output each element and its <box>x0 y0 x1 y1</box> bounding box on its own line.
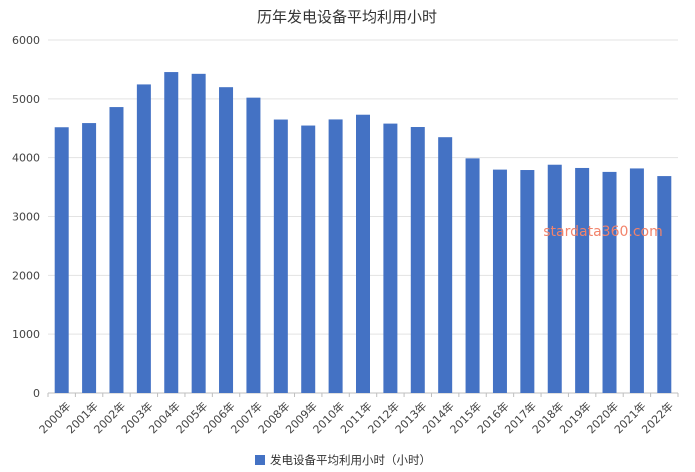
y-tick-label: 5000 <box>12 93 40 106</box>
bar[interactable] <box>219 87 234 394</box>
y-tick-label: 6000 <box>12 34 40 47</box>
bar[interactable] <box>520 170 535 393</box>
legend-label: 发电设备平均利用小时（小时） <box>270 453 431 467</box>
bar[interactable] <box>273 119 288 393</box>
bar[interactable] <box>136 84 151 394</box>
bar[interactable] <box>547 164 562 393</box>
bar[interactable] <box>246 97 261 393</box>
bar[interactable] <box>602 171 617 393</box>
bar[interactable] <box>191 73 206 394</box>
bar-series <box>54 72 672 394</box>
legend[interactable]: 发电设备平均利用小时（小时） <box>255 453 431 467</box>
y-axis: 0 1000 2000 3000 4000 5000 6000 <box>12 34 40 400</box>
bar[interactable] <box>164 72 179 394</box>
y-tick-label: 2000 <box>12 269 40 282</box>
legend-swatch <box>255 455 265 465</box>
bar[interactable] <box>54 127 69 394</box>
x-axis: 2000年2001年2002年2003年2004年2005年2006年2007年… <box>36 393 679 436</box>
watermark: stardata360.com <box>543 224 662 240</box>
bar[interactable] <box>657 176 672 393</box>
bar[interactable] <box>438 137 453 393</box>
chart-title: 历年发电设备平均利用小时 <box>257 8 437 26</box>
bar[interactable] <box>410 127 425 394</box>
y-tick-label: 0 <box>33 387 40 400</box>
y-tick-label: 1000 <box>12 328 40 341</box>
bar[interactable] <box>328 119 343 394</box>
bar[interactable] <box>82 123 97 394</box>
bar[interactable] <box>356 114 370 394</box>
bar[interactable] <box>492 169 507 393</box>
bar[interactable] <box>575 167 590 393</box>
y-tick-label: 3000 <box>12 211 40 224</box>
bar[interactable] <box>465 158 480 393</box>
y-tick-label: 4000 <box>12 152 40 165</box>
bar[interactable] <box>383 123 398 393</box>
bar[interactable] <box>109 107 124 393</box>
bar[interactable] <box>629 168 644 393</box>
bar[interactable] <box>301 125 316 393</box>
